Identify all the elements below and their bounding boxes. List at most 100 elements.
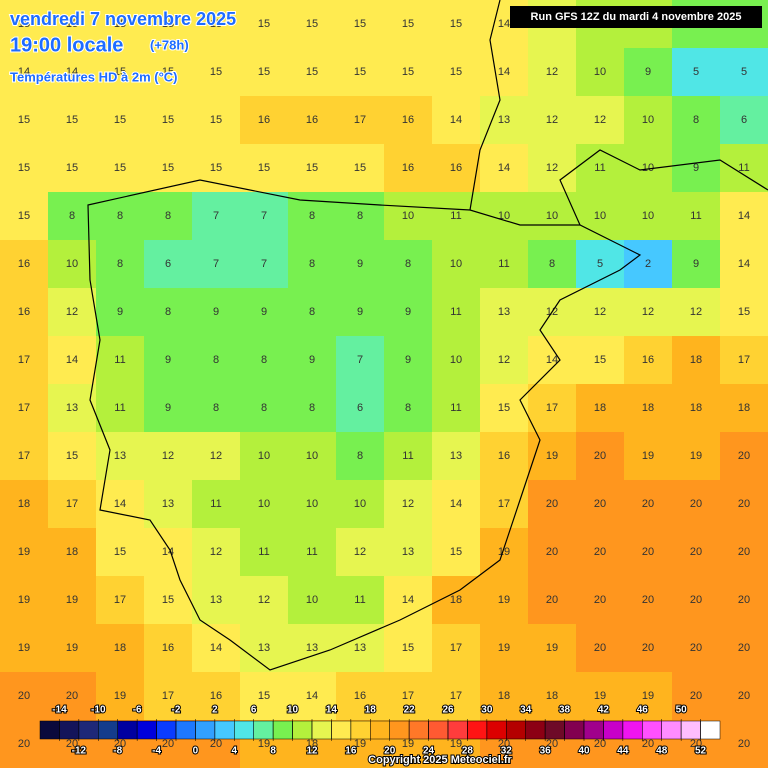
temperature-value: 15 bbox=[258, 162, 270, 174]
temperature-cell bbox=[480, 480, 529, 529]
temperature-value: 18 bbox=[738, 402, 750, 414]
temperature-cell bbox=[528, 240, 577, 289]
scale-swatch bbox=[98, 720, 118, 740]
temperature-value: 8 bbox=[213, 402, 219, 414]
temperature-value: 15 bbox=[114, 18, 126, 30]
temperature-cell bbox=[48, 672, 97, 721]
temperature-cell bbox=[0, 48, 49, 97]
temperature-value: 20 bbox=[738, 642, 750, 654]
temperature-cell bbox=[720, 336, 768, 385]
temperature-value: 19 bbox=[594, 690, 606, 702]
temperature-value: 19 bbox=[498, 546, 510, 558]
scale-label: 18 bbox=[365, 705, 377, 716]
temperature-cell bbox=[336, 384, 385, 433]
temperature-value: 20 bbox=[66, 738, 78, 750]
scale-label: 16 bbox=[345, 746, 357, 757]
temperature-cell bbox=[672, 192, 721, 241]
temperature-cell bbox=[48, 48, 97, 97]
temperature-cell bbox=[0, 480, 49, 529]
temperature-cell bbox=[624, 288, 673, 337]
temperature-cell bbox=[144, 576, 193, 625]
temperature-cell bbox=[624, 192, 673, 241]
scale-swatch bbox=[506, 720, 526, 740]
temperature-cell bbox=[720, 432, 768, 481]
scale-swatch bbox=[214, 720, 235, 740]
temperature-value: 15 bbox=[498, 402, 510, 414]
temperature-value: 8 bbox=[309, 402, 315, 414]
temperature-value: 9 bbox=[693, 162, 699, 174]
time: 19:00 locale bbox=[10, 34, 123, 56]
temperature-cell bbox=[144, 144, 193, 193]
scale-swatch bbox=[486, 720, 507, 740]
temperature-cell bbox=[336, 432, 385, 481]
scale-label: 22 bbox=[404, 705, 416, 716]
temperature-value: 15 bbox=[162, 66, 174, 78]
scale-label: 38 bbox=[559, 705, 571, 716]
temperature-value: 17 bbox=[546, 402, 558, 414]
temperature-cell bbox=[528, 528, 577, 577]
temperature-cell bbox=[96, 0, 145, 49]
temperature-value: 15 bbox=[162, 114, 174, 126]
scale-label: 34 bbox=[520, 705, 532, 716]
temperature-cell bbox=[48, 432, 97, 481]
scale-label: 8 bbox=[270, 746, 276, 757]
temperature-value: 16 bbox=[258, 114, 270, 126]
temperature-cell bbox=[192, 528, 241, 577]
temperature-value: 8 bbox=[261, 402, 267, 414]
temperature-cell bbox=[480, 144, 529, 193]
temperature-cell bbox=[144, 192, 193, 241]
temperature-value: 20 bbox=[690, 594, 702, 606]
temperature-value: 20 bbox=[594, 450, 606, 462]
temperature-value: 20 bbox=[642, 642, 654, 654]
scale-swatch bbox=[389, 720, 410, 740]
temperature-cell bbox=[528, 96, 577, 145]
scale-label: 6 bbox=[251, 705, 257, 716]
temperature-value: 11 bbox=[402, 450, 413, 462]
temperature-cell bbox=[480, 288, 529, 337]
scale-label: 24 bbox=[423, 746, 435, 757]
temperature-value: 17 bbox=[450, 690, 462, 702]
scale-swatch bbox=[234, 720, 254, 740]
temperature-value: 15 bbox=[114, 114, 126, 126]
temperature-value: 15 bbox=[450, 66, 462, 78]
temperature-value: 11 bbox=[114, 354, 125, 366]
temperature-value: 17 bbox=[450, 642, 462, 654]
temperature-cell bbox=[432, 336, 481, 385]
temperature-value: 12 bbox=[546, 66, 558, 78]
temperature-value: 18 bbox=[594, 402, 606, 414]
temperature-value: 12 bbox=[162, 450, 174, 462]
temperature-value: 9 bbox=[309, 354, 315, 366]
temperature-cell bbox=[240, 672, 289, 721]
temperature-cell bbox=[672, 528, 721, 577]
scale-swatch bbox=[661, 720, 682, 740]
temperature-value: 15 bbox=[114, 162, 126, 174]
temperature-cell bbox=[432, 672, 481, 721]
temperature-cell bbox=[336, 0, 385, 49]
scale-label: 50 bbox=[676, 705, 688, 716]
temperature-value: 15 bbox=[66, 162, 78, 174]
temperature-value: 9 bbox=[261, 306, 267, 318]
temperature-cell bbox=[384, 432, 433, 481]
temperature-cell bbox=[288, 96, 337, 145]
temperature-cell bbox=[144, 672, 193, 721]
temperature-cell bbox=[336, 192, 385, 241]
temperature-cell bbox=[144, 384, 193, 433]
temperature-cell bbox=[672, 672, 721, 721]
temperature-value: 9 bbox=[357, 258, 363, 270]
temperature-cell bbox=[192, 384, 241, 433]
scale-label: -2 bbox=[172, 705, 181, 716]
temperature-value: 16 bbox=[306, 114, 318, 126]
temperature-cell bbox=[192, 192, 241, 241]
temperature-value: 10 bbox=[402, 210, 414, 222]
temperature-value: 20 bbox=[738, 546, 750, 558]
temperature-value: 14 bbox=[738, 210, 750, 222]
temperature-value: 11 bbox=[450, 306, 461, 318]
temperature-cell bbox=[48, 144, 97, 193]
temperature-cell bbox=[192, 96, 241, 145]
temperature-cell bbox=[96, 144, 145, 193]
run-label: Run GFS 12Z du mardi 4 novembre 2025 bbox=[531, 11, 742, 23]
temperature-value: 7 bbox=[261, 210, 267, 222]
temperature-cell bbox=[528, 672, 577, 721]
temperature-cell bbox=[672, 48, 721, 97]
temperature-cell bbox=[384, 288, 433, 337]
